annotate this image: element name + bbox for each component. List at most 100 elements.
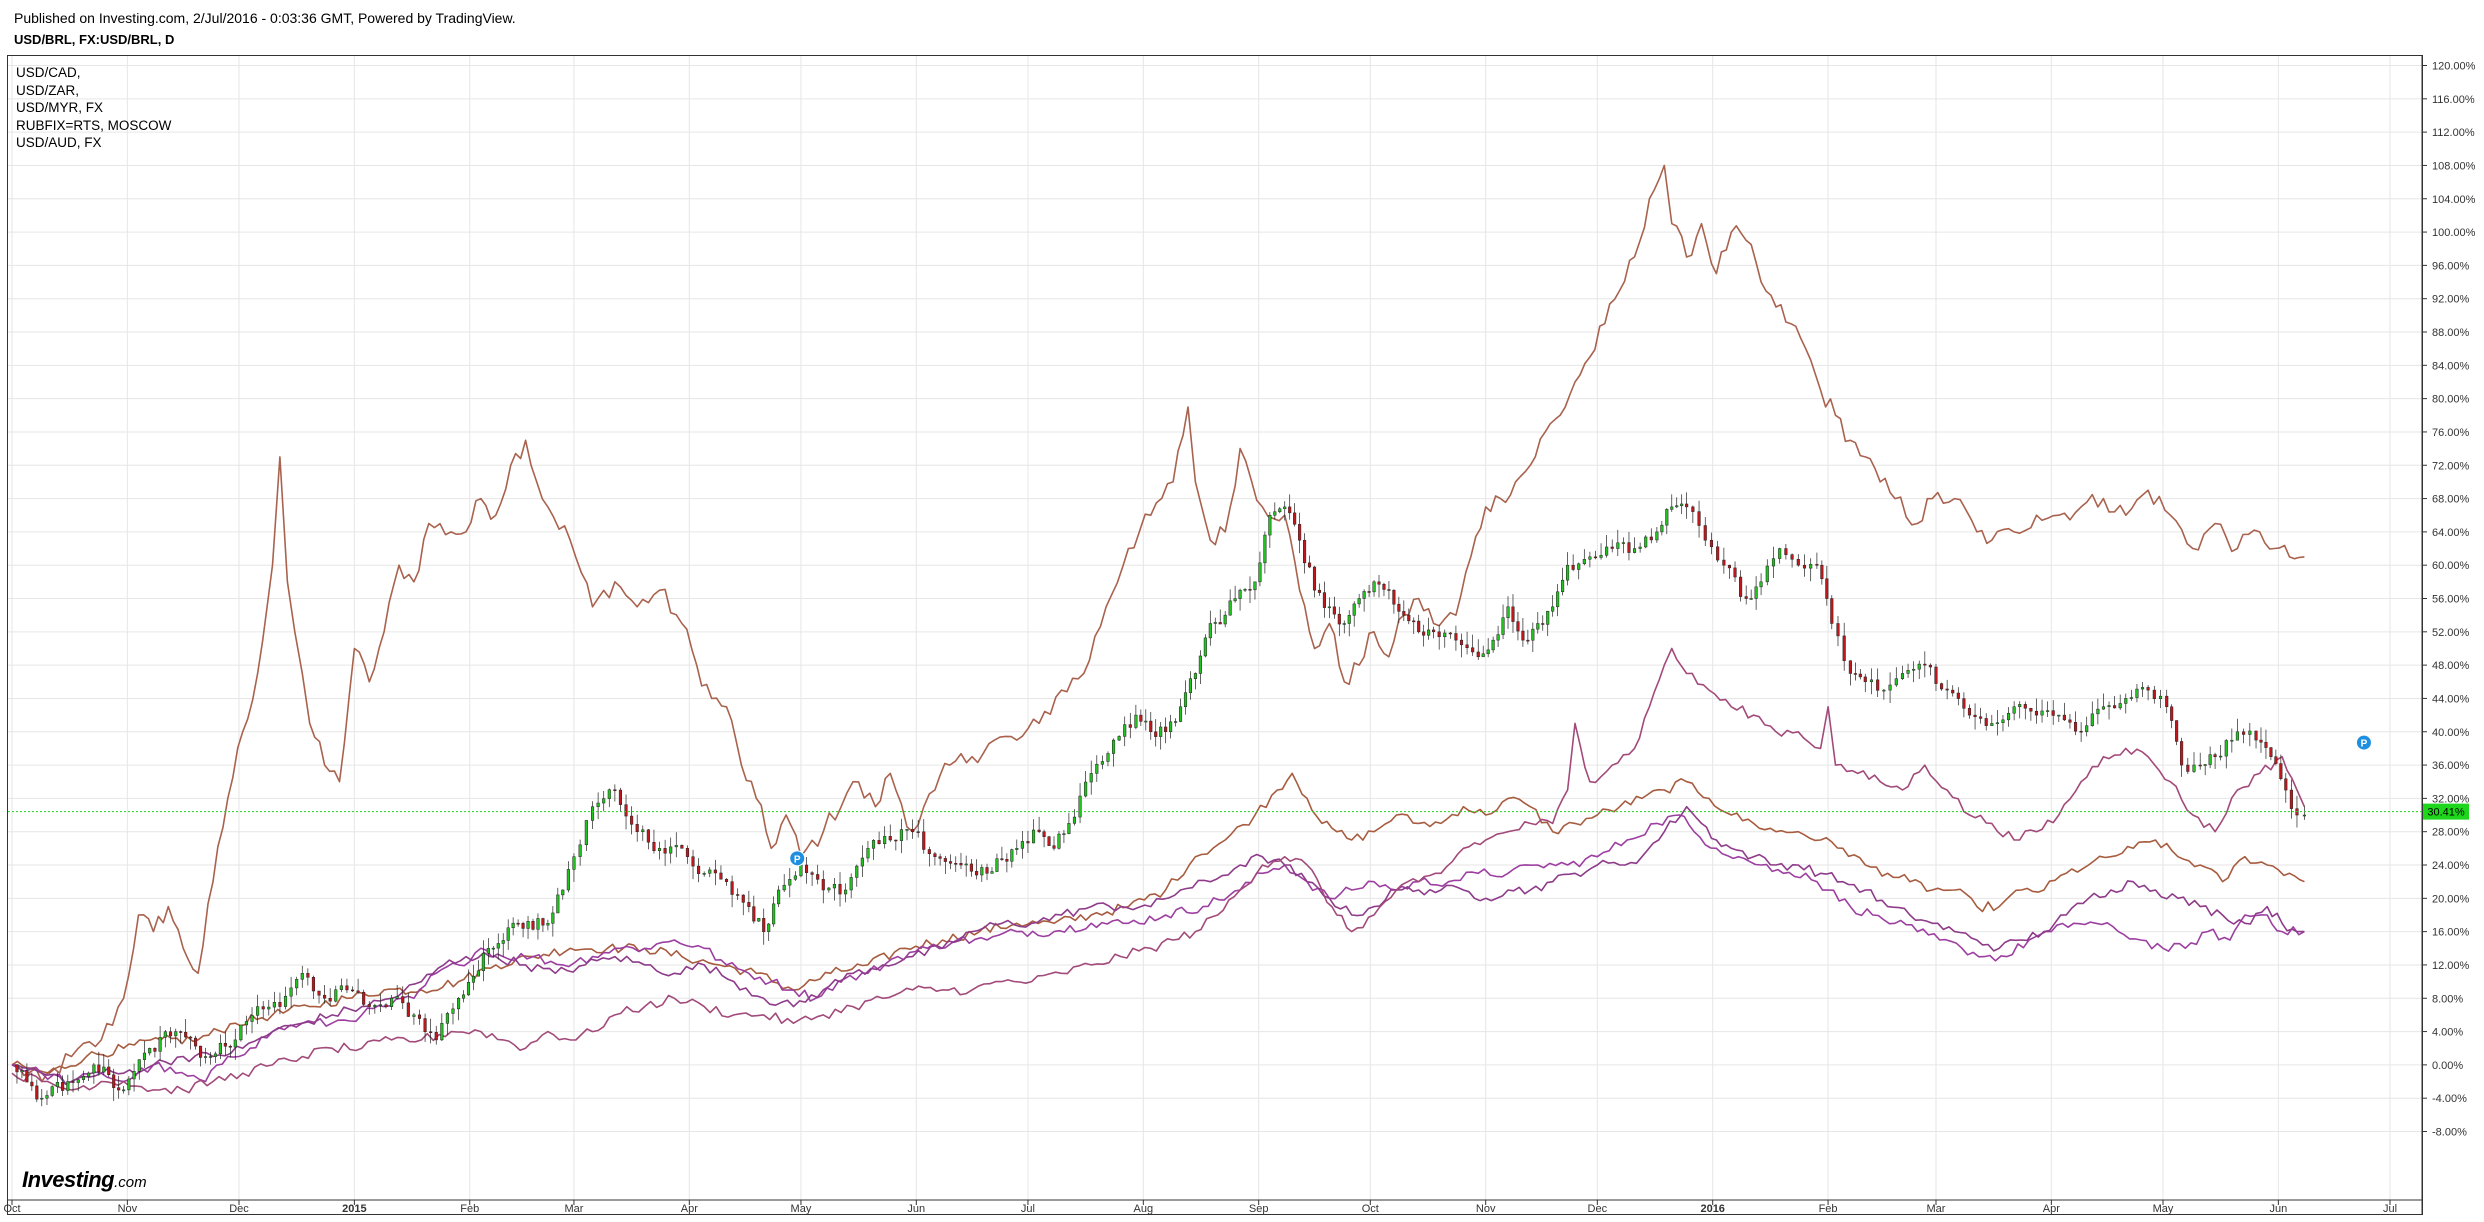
x-tick-label: 2015 bbox=[342, 1203, 366, 1215]
candle-up bbox=[1258, 562, 1262, 583]
candle-up bbox=[2230, 739, 2234, 742]
candle-up bbox=[980, 867, 984, 876]
candle-up bbox=[844, 889, 848, 895]
candle-down bbox=[630, 815, 634, 825]
candle-down bbox=[724, 878, 729, 882]
candle-down bbox=[1923, 663, 1927, 666]
candle-down bbox=[1317, 589, 1322, 593]
x-tick-label: Jul bbox=[1021, 1203, 1035, 1215]
legend-item: USD/AUD, FX bbox=[16, 135, 102, 150]
candle-up bbox=[556, 894, 560, 914]
candle-up bbox=[45, 1095, 49, 1099]
candle-down bbox=[1703, 525, 1707, 541]
candle-down bbox=[317, 990, 321, 996]
candle-down bbox=[1691, 506, 1695, 512]
candle-up bbox=[1067, 823, 1071, 834]
y-tick-label: 108.00% bbox=[2432, 160, 2476, 172]
candle-down bbox=[2165, 695, 2169, 708]
candle-up bbox=[1188, 678, 1193, 693]
candle-up bbox=[461, 994, 466, 999]
candle-up bbox=[1912, 668, 1916, 671]
candle-up bbox=[1169, 721, 1173, 732]
candle-down bbox=[1727, 564, 1731, 569]
candle-up bbox=[506, 927, 510, 941]
x-tick-label: Apr bbox=[2043, 1203, 2060, 1215]
candle-up bbox=[127, 1078, 131, 1091]
rub-series-line bbox=[11, 164, 2305, 1083]
candle-up bbox=[2158, 695, 2163, 699]
candle-down bbox=[1377, 581, 1381, 585]
candle-up bbox=[244, 1021, 249, 1026]
candle-down bbox=[646, 829, 650, 843]
candle-down bbox=[406, 1002, 410, 1017]
candle-down bbox=[810, 872, 814, 875]
candle-down bbox=[311, 977, 315, 992]
candle-down bbox=[1928, 664, 1932, 668]
candle-up bbox=[788, 879, 792, 886]
candle-down bbox=[1382, 583, 1386, 590]
candle-up bbox=[1015, 848, 1019, 850]
candle-up bbox=[777, 889, 781, 905]
candle-up bbox=[607, 789, 611, 799]
x-tick-label: Mar bbox=[564, 1203, 583, 1215]
y-tick-label: 84.00% bbox=[2432, 360, 2470, 372]
candle-down bbox=[1052, 845, 1056, 849]
candle-down bbox=[434, 1032, 438, 1041]
candle-up bbox=[2007, 712, 2011, 721]
candle-down bbox=[2062, 714, 2066, 721]
candle-up bbox=[2140, 687, 2145, 690]
candle-down bbox=[2170, 706, 2174, 721]
candle-down bbox=[1026, 841, 1030, 844]
candle-up bbox=[2302, 814, 2306, 817]
candle-down bbox=[2259, 739, 2263, 743]
candle-up bbox=[871, 840, 876, 849]
candle-up bbox=[1352, 603, 1356, 616]
candle-up bbox=[2208, 754, 2212, 765]
candle-down bbox=[423, 1018, 427, 1033]
candle-up bbox=[551, 912, 555, 924]
candle-up bbox=[1357, 598, 1361, 605]
y-tick-label: 8.00% bbox=[2432, 993, 2463, 1005]
candle-up bbox=[40, 1097, 44, 1100]
candle-up bbox=[1577, 563, 1581, 570]
candle-up bbox=[2248, 730, 2252, 735]
candle-up bbox=[1198, 655, 1202, 674]
candle-up bbox=[995, 858, 999, 872]
candle-down bbox=[107, 1066, 111, 1076]
candle-down bbox=[1149, 720, 1153, 732]
candle-down bbox=[1218, 622, 1222, 625]
candle-down bbox=[2198, 764, 2202, 767]
candle-down bbox=[1407, 614, 1411, 622]
candle-down bbox=[261, 1006, 265, 1010]
candle-up bbox=[674, 845, 678, 848]
candle-down bbox=[1037, 829, 1041, 832]
aud-series-line bbox=[11, 805, 2305, 1086]
y-tick-label: 24.00% bbox=[2432, 860, 2470, 872]
x-tick-label: Sep bbox=[1249, 1203, 1269, 1215]
candle-up bbox=[289, 987, 293, 997]
candle-up bbox=[137, 1059, 141, 1072]
candle-up bbox=[2001, 719, 2005, 723]
candle-up bbox=[1174, 721, 1178, 723]
candle-down bbox=[680, 845, 684, 849]
candle-down bbox=[541, 918, 545, 926]
y-tick-label: 72.00% bbox=[2432, 460, 2470, 472]
candle-up bbox=[457, 998, 461, 1010]
candle-up bbox=[2057, 714, 2061, 717]
investing-logo[interactable]: Investing.com bbox=[22, 1167, 147, 1193]
y-tick-label: -8.00% bbox=[2432, 1127, 2467, 1139]
candle-down bbox=[1402, 611, 1406, 616]
candle-down bbox=[911, 829, 915, 832]
candle-down bbox=[1511, 606, 1515, 622]
candle-up bbox=[1990, 723, 1994, 726]
candle-up bbox=[1263, 534, 1267, 564]
candle-down bbox=[184, 1031, 188, 1038]
y-tick-label: 104.00% bbox=[2432, 194, 2476, 206]
candle-down bbox=[1627, 542, 1631, 553]
candle-up bbox=[561, 889, 565, 896]
candle-down bbox=[894, 839, 898, 842]
candle-down bbox=[153, 1047, 157, 1052]
candle-up bbox=[1010, 849, 1014, 862]
logo-tld: .com bbox=[114, 1174, 147, 1191]
